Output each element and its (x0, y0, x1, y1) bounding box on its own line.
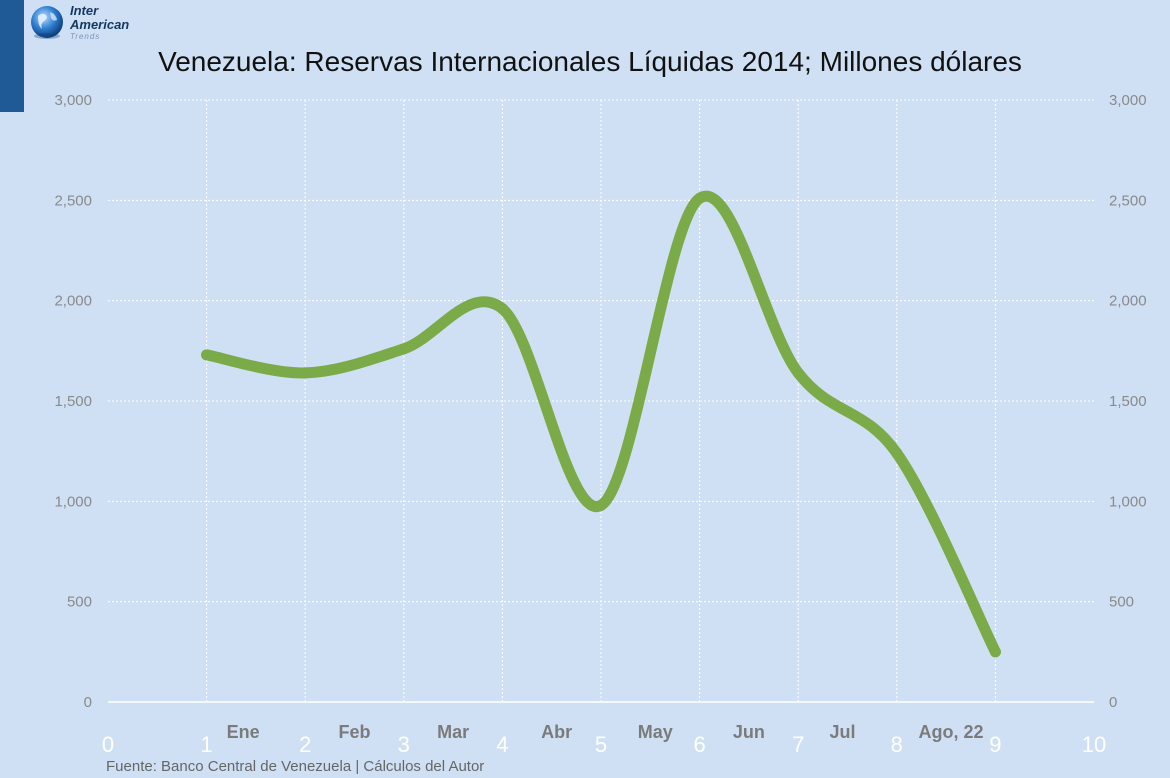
x-tick-label: 6 (693, 732, 705, 757)
data-point (595, 499, 607, 511)
x-tick-label: 7 (792, 732, 804, 757)
logo-text-inter: Inter (70, 3, 99, 18)
x-category-label: Ago, 22 (919, 722, 984, 742)
globe-icon (31, 6, 63, 39)
y-tick-label-right: 1,000 (1109, 493, 1147, 510)
x-tick-label: 0 (102, 732, 114, 757)
logo-text-trends: Trends (70, 32, 101, 41)
x-tick-label: 5 (595, 732, 607, 757)
logo-text-american: American (70, 17, 130, 32)
data-point (299, 367, 311, 379)
data-point (989, 646, 1001, 658)
y-tick-label-left: 3,000 (54, 92, 92, 109)
left-accent-bar (0, 0, 24, 112)
y-tick-label-left: 1,000 (54, 493, 92, 510)
x-tick-label: 10 (1082, 732, 1106, 757)
y-tick-label-right: 2,500 (1109, 192, 1147, 209)
x-tick-label: 1 (200, 732, 212, 757)
x-category-label: Mar (437, 722, 469, 742)
source-note: Fuente: Banco Central de Venezuela | Cál… (106, 758, 485, 775)
x-tick-label: 3 (398, 732, 410, 757)
chart-title: Venezuela: Reservas Internacionales Líqu… (158, 46, 1022, 77)
x-category-label: Jun (733, 722, 765, 742)
y-tick-label-right: 1,500 (1109, 393, 1147, 410)
y-tick-label-right: 500 (1109, 594, 1134, 611)
x-category-label: May (638, 722, 673, 742)
y-tick-label-right: 0 (1109, 694, 1117, 711)
y-tick-label-left: 0 (84, 694, 92, 711)
x-tick-label: 2 (299, 732, 311, 757)
y-tick-label-left: 2,000 (54, 293, 92, 310)
x-category-label: Ene (227, 722, 260, 742)
x-category-label: Feb (338, 722, 370, 742)
series-line (201, 190, 1001, 658)
x-tick-label: 9 (989, 732, 1001, 757)
data-point (792, 367, 804, 379)
x-category-label: Abr (541, 722, 572, 742)
x-category-label: Jul (830, 722, 856, 742)
y-tick-label-left: 2,500 (54, 192, 92, 209)
inter-american-trends-logo: Inter American Trends (30, 2, 150, 44)
x-tick-label: 4 (496, 732, 508, 757)
y-tick-label-left: 500 (67, 594, 92, 611)
data-point (398, 343, 410, 355)
data-point (201, 349, 213, 361)
y-tick-label-left: 1,500 (54, 393, 92, 410)
data-point (891, 447, 903, 459)
data-point (496, 303, 508, 315)
y-tick-label-right: 3,000 (1109, 92, 1147, 109)
y-tick-label-right: 2,000 (1109, 293, 1147, 310)
x-tick-label: 8 (891, 732, 903, 757)
data-point (694, 192, 706, 204)
